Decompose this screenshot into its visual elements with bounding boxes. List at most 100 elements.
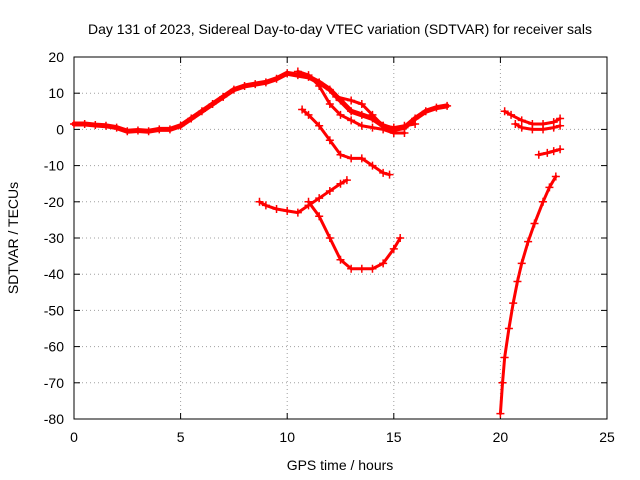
data-point-marker xyxy=(389,123,398,132)
data-point-marker xyxy=(534,150,543,159)
x-axis-title: GPS time / hours xyxy=(287,457,394,473)
data-point-marker xyxy=(357,264,366,273)
data-point-marker xyxy=(357,121,366,130)
data-point-marker xyxy=(556,121,565,130)
data-point-marker xyxy=(549,123,558,132)
data-point-marker xyxy=(272,205,281,214)
data-point-marker xyxy=(315,194,324,203)
data-point-marker xyxy=(498,378,507,387)
data-point-marker xyxy=(293,208,302,217)
data-point-marker xyxy=(379,121,388,130)
data-point-marker xyxy=(357,154,366,163)
data-point-marker xyxy=(70,119,78,128)
series-points-arc-a xyxy=(70,69,452,136)
data-point-marker xyxy=(511,119,520,128)
data-point-marker xyxy=(347,107,356,116)
data-point-marker xyxy=(283,69,292,78)
data-point-marker xyxy=(347,96,356,105)
data-point-marker xyxy=(315,212,324,221)
data-point-marker xyxy=(219,92,228,101)
series-points-arc-h xyxy=(511,119,565,134)
data-point-marker xyxy=(396,234,405,242)
data-point-marker xyxy=(556,145,565,154)
series-points-arc-d xyxy=(298,105,394,179)
x-tick-label: 0 xyxy=(70,429,78,445)
y-tick-label: -40 xyxy=(44,266,64,282)
data-point-marker xyxy=(400,129,409,138)
data-point-marker xyxy=(411,119,420,128)
data-point-marker xyxy=(500,353,509,362)
y-tick-label: -70 xyxy=(44,375,64,391)
y-tick-label: 10 xyxy=(48,85,64,101)
data-point-marker xyxy=(509,299,518,308)
data-series xyxy=(70,67,565,418)
data-point-marker xyxy=(342,176,351,185)
data-point-marker xyxy=(513,277,522,286)
data-point-marker xyxy=(528,125,537,134)
data-point-marker xyxy=(368,110,377,119)
data-point-marker xyxy=(347,154,356,163)
x-tick-label: 5 xyxy=(177,429,185,445)
y-tick-label: 0 xyxy=(56,121,64,137)
data-point-marker xyxy=(543,148,552,157)
data-point-marker xyxy=(336,150,345,159)
data-point-marker xyxy=(80,119,89,128)
data-point-marker xyxy=(298,105,307,114)
data-point-marker xyxy=(336,179,345,188)
series-points-arc-j xyxy=(496,172,560,418)
data-point-marker xyxy=(379,259,388,268)
data-point-marker xyxy=(545,183,554,192)
data-point-marker xyxy=(91,121,100,130)
data-point-marker xyxy=(336,110,345,119)
data-point-marker xyxy=(517,116,526,125)
data-point-marker xyxy=(293,67,302,76)
data-point-marker xyxy=(549,147,558,156)
data-point-marker xyxy=(379,168,388,177)
series-line-arc-f xyxy=(307,200,402,271)
data-point-marker xyxy=(208,100,217,109)
data-point-marker xyxy=(357,100,366,109)
data-point-marker xyxy=(133,126,142,135)
x-tick-label: 25 xyxy=(599,429,615,445)
y-tick-label: -20 xyxy=(44,194,64,210)
data-point-marker xyxy=(517,123,526,132)
data-point-marker xyxy=(539,125,548,134)
data-point-marker xyxy=(347,116,356,125)
data-point-marker xyxy=(347,264,356,273)
data-point-marker xyxy=(261,201,270,210)
data-point-marker xyxy=(325,186,334,195)
series-points-arc-i xyxy=(534,145,565,159)
series-line-arc-j xyxy=(498,174,558,416)
data-point-marker xyxy=(325,136,334,145)
data-point-marker xyxy=(332,92,341,101)
data-point-marker xyxy=(496,409,505,418)
data-point-marker xyxy=(530,219,539,228)
data-point-marker xyxy=(255,197,264,206)
data-point-marker xyxy=(123,127,132,136)
data-point-marker xyxy=(507,110,516,119)
data-point-marker xyxy=(304,110,313,119)
series-line-arc-e xyxy=(257,178,349,215)
x-tick-label: 20 xyxy=(493,429,509,445)
data-point-marker xyxy=(524,237,533,246)
data-point-marker xyxy=(500,107,509,116)
x-tick-label: 15 xyxy=(386,429,402,445)
data-point-marker xyxy=(368,264,377,273)
data-point-marker xyxy=(112,123,121,132)
series-line-arc-i xyxy=(537,147,562,157)
data-point-marker xyxy=(385,170,394,179)
data-point-marker xyxy=(144,127,153,136)
data-point-marker xyxy=(539,197,548,206)
data-point-marker xyxy=(400,121,409,130)
data-point-marker xyxy=(261,78,270,87)
data-point-marker xyxy=(155,125,164,134)
y-tick-label: -60 xyxy=(44,339,64,355)
data-point-marker xyxy=(272,74,281,83)
data-point-marker xyxy=(357,110,366,119)
y-tick-label: -10 xyxy=(44,158,64,174)
chart-title: Day 131 of 2023, Sidereal Day-to-day VTE… xyxy=(88,21,592,37)
data-point-marker xyxy=(368,161,377,170)
data-point-marker xyxy=(315,121,324,130)
